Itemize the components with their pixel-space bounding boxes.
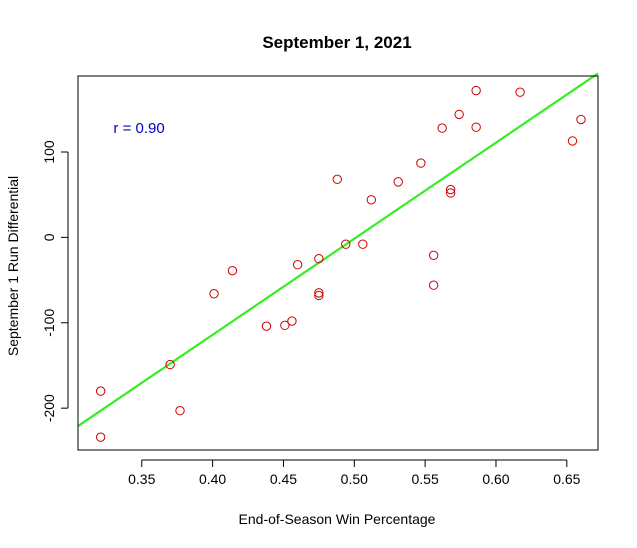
y-axis: -200 -100 0 100 bbox=[41, 140, 69, 422]
data-point bbox=[175, 406, 185, 416]
x-tick-label: 0.65 bbox=[553, 471, 580, 487]
x-tick-label: 0.35 bbox=[128, 471, 155, 487]
data-point bbox=[437, 123, 447, 133]
data-point bbox=[341, 239, 351, 249]
x-tick-label: 0.60 bbox=[482, 471, 509, 487]
data-point bbox=[95, 432, 106, 442]
data-point bbox=[366, 195, 376, 205]
data-point bbox=[471, 122, 481, 132]
y-tick-label: 0 bbox=[41, 233, 57, 241]
data-point bbox=[332, 174, 342, 185]
data-point bbox=[227, 265, 238, 276]
data-point bbox=[471, 85, 481, 96]
data-point bbox=[428, 280, 439, 290]
x-axis-label: End-of-Season Win Percentage bbox=[239, 511, 436, 527]
data-point bbox=[445, 184, 456, 195]
data-point bbox=[165, 359, 175, 370]
data-point bbox=[95, 386, 106, 396]
data-point bbox=[576, 114, 586, 125]
x-tick-label: 0.45 bbox=[270, 471, 297, 487]
data-point bbox=[358, 239, 368, 249]
fit-line bbox=[77, 72, 599, 428]
x-tick-label: 0.55 bbox=[412, 471, 439, 487]
y-tick-label: -200 bbox=[41, 394, 57, 422]
data-point bbox=[515, 87, 525, 97]
x-tick-label: 0.40 bbox=[199, 471, 226, 487]
x-axis: 0.35 0.40 0.45 0.50 0.55 0.60 0.65 bbox=[128, 459, 581, 487]
data-point bbox=[280, 320, 290, 331]
y-axis-label: September 1 Run Differential bbox=[5, 176, 21, 356]
y-tick-label: 100 bbox=[41, 140, 57, 164]
chart-title: September 1, 2021 bbox=[262, 33, 411, 52]
data-point bbox=[314, 288, 324, 298]
correlation-annotation: r = 0.90 bbox=[113, 120, 164, 137]
data-point bbox=[393, 177, 403, 187]
data-point bbox=[209, 289, 219, 299]
data-point bbox=[314, 254, 324, 264]
x-tick-label: 0.50 bbox=[341, 471, 368, 487]
data-point bbox=[261, 321, 272, 331]
data-point bbox=[454, 109, 464, 120]
data-point bbox=[287, 316, 297, 326]
data-point bbox=[292, 260, 303, 270]
points-layer bbox=[95, 85, 586, 442]
y-tick-label: -100 bbox=[41, 309, 57, 337]
data-point bbox=[567, 136, 578, 146]
fit-line-layer bbox=[77, 72, 599, 428]
data-point bbox=[416, 158, 426, 168]
plot-area-border bbox=[77, 75, 599, 451]
data-point bbox=[314, 290, 324, 301]
data-point bbox=[428, 250, 439, 261]
data-point bbox=[445, 188, 456, 198]
